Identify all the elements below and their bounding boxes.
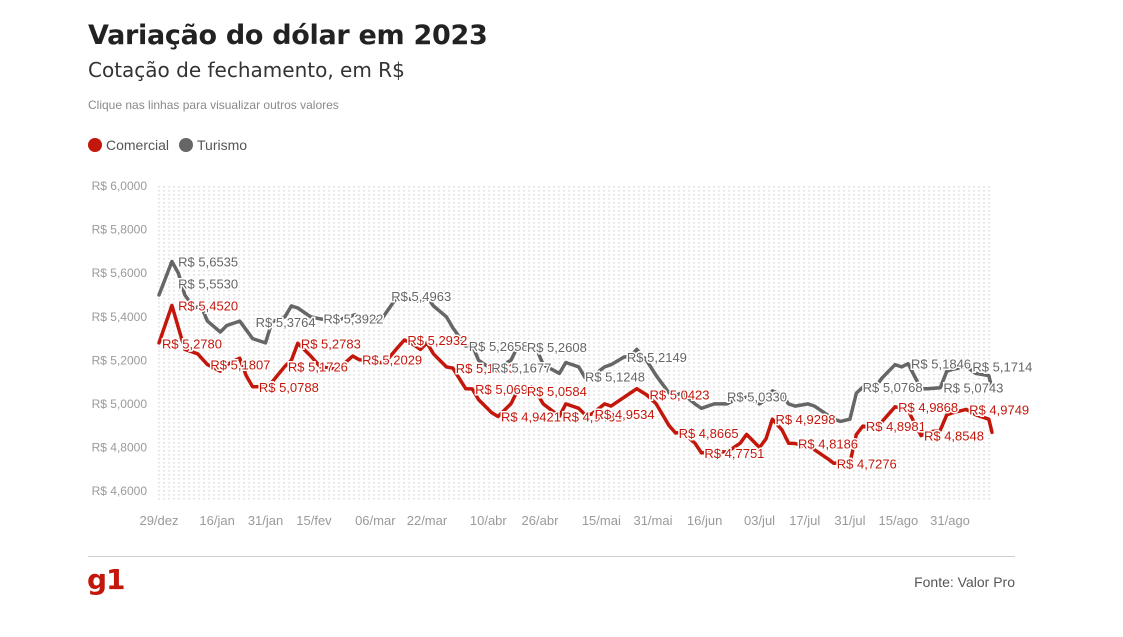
x-tick-label: 16/jun xyxy=(687,513,722,528)
x-tick-label: 03/jul xyxy=(744,513,775,528)
data-label-turismo: R$ 5,4963 xyxy=(391,289,451,304)
x-tick-label: 29/dez xyxy=(139,513,178,528)
data-label-comercial: R$ 5,0788 xyxy=(259,380,319,395)
legend-item-turismo[interactable]: Turismo xyxy=(179,137,247,153)
y-tick-label: R$ 6,0000 xyxy=(92,179,148,193)
data-label-turismo: R$ 5,3764 xyxy=(256,315,316,330)
data-label-comercial: R$ 4,8665 xyxy=(679,426,739,441)
data-label-comercial: R$ 4,7276 xyxy=(837,456,897,471)
data-label-comercial: R$ 4,8548 xyxy=(924,429,984,444)
x-tick-label: 26/abr xyxy=(522,513,560,528)
data-label-turismo: R$ 5,0768 xyxy=(863,380,923,395)
series-line-turismo[interactable] xyxy=(157,259,994,424)
legend-label-turismo: Turismo xyxy=(197,137,248,153)
source-note: Fonte: Valor Pro xyxy=(914,574,1015,590)
legend: Comercial Turismo xyxy=(88,137,247,153)
data-label-comercial: R$ 4,9298 xyxy=(775,412,835,427)
x-tick-label: 15/mai xyxy=(582,513,621,528)
x-tick-label: 10/abr xyxy=(470,513,508,528)
data-label-turismo: R$ 5,1846 xyxy=(911,357,971,372)
grid xyxy=(158,186,990,502)
y-tick-label: R$ 4,8000 xyxy=(92,441,148,455)
x-tick-label: 16/jan xyxy=(199,513,234,528)
data-label-turismo: R$ 5,0330 xyxy=(727,390,787,405)
x-tick-label: 31/mai xyxy=(633,513,672,528)
x-tick-label: 31/jul xyxy=(834,513,865,528)
x-tick-label: 31/jan xyxy=(248,513,283,528)
x-tick-label: 22/mar xyxy=(407,513,448,528)
data-label-comercial: R$ 4,9421 xyxy=(501,410,561,425)
series-line-comercial[interactable] xyxy=(157,303,994,466)
data-label-comercial: R$ 4,8186 xyxy=(798,436,858,451)
y-tick-label: R$ 5,4000 xyxy=(92,310,148,324)
data-label-comercial: R$ 4,8981 xyxy=(866,419,926,434)
data-label-comercial: R$ 5,2783 xyxy=(301,336,361,351)
data-label-turismo: R$ 5,1677 xyxy=(491,360,551,375)
x-tick-label: 15/ago xyxy=(878,513,918,528)
chart-title: Variação do dólar em 2023 xyxy=(88,20,488,51)
data-label-turismo: R$ 5,2658 xyxy=(469,339,529,354)
data-label-comercial: R$ 5,1807 xyxy=(210,358,270,373)
line-chart: R$ 6,0000 R$ 5,8000 R$ 5,6000 R$ 5,4000 R$ 5… xyxy=(92,179,1034,528)
legend-dot-comercial xyxy=(88,138,102,152)
data-label-comercial: R$ 4,9431 xyxy=(562,409,622,424)
chart-hint: Clique nas linhas para visualizar outros… xyxy=(88,98,339,112)
data-label-turismo: R$ 5,0743 xyxy=(943,381,1003,396)
x-tick-label: 15/fev xyxy=(296,513,332,528)
data-label-comercial: R$ 5,0423 xyxy=(650,388,710,403)
data-label-comercial: R$ 4,9749 xyxy=(969,402,1029,417)
data-label-comercial: R$ 4,9868 xyxy=(898,400,958,415)
y-tick-label: R$ 5,2000 xyxy=(92,353,148,367)
chart-subtitle: Cotação de fechamento, em R$ xyxy=(88,58,405,82)
y-tick-label: R$ 5,8000 xyxy=(92,223,148,237)
y-tick-label: R$ 5,6000 xyxy=(92,266,148,280)
x-tick-label: 17/jul xyxy=(789,513,820,528)
g1-logo[interactable]: g1 xyxy=(87,563,126,596)
data-label-turismo: R$ 5,6535 xyxy=(178,255,238,270)
data-label-comercial: R$ 4,9534 xyxy=(595,407,655,422)
data-label-comercial: R$ 5,2932 xyxy=(407,333,467,348)
legend-label-comercial: Comercial xyxy=(106,137,170,153)
data-label-comercial: R$ 4,7751 xyxy=(704,446,764,461)
data-label-comercial: R$ 5,4520 xyxy=(178,298,238,313)
data-label-comercial: R$ 5,1643 xyxy=(456,361,516,376)
data-label-turismo: R$ 5,5530 xyxy=(178,276,238,291)
y-tick-label: R$ 5,0000 xyxy=(92,397,148,411)
x-tick-label: 31/ago xyxy=(930,513,970,528)
data-label-turismo: R$ 5,2608 xyxy=(527,340,587,355)
data-label-turismo: R$ 5,1714 xyxy=(972,360,1032,375)
data-label-comercial: R$ 5,1726 xyxy=(288,359,348,374)
data-label-turismo: R$ 5,2149 xyxy=(627,350,687,365)
data-label-comercial: R$ 5,0584 xyxy=(527,384,587,399)
data-label-turismo: R$ 5,1248 xyxy=(585,370,645,385)
legend-item-comercial[interactable]: Comercial xyxy=(88,137,169,153)
data-label-comercial: R$ 5,2029 xyxy=(362,353,422,368)
y-tick-label: R$ 4,6000 xyxy=(92,484,148,498)
legend-dot-turismo xyxy=(179,138,194,152)
data-label-comercial: R$ 5,2780 xyxy=(162,336,222,351)
data-label-comercial: R$ 5,0691 xyxy=(475,382,535,397)
footer-divider xyxy=(88,556,1015,557)
x-tick-label: 06/mar xyxy=(355,513,396,528)
data-label-turismo: R$ 5,3922 xyxy=(323,311,383,326)
